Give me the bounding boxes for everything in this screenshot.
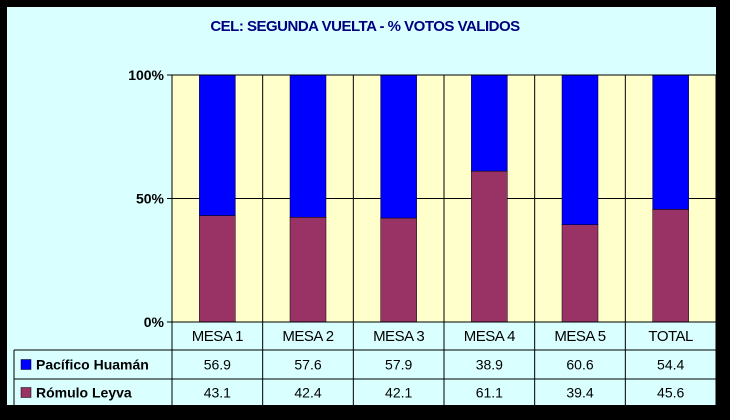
category-label: MESA 1 xyxy=(192,328,243,345)
category-label: MESA 4 xyxy=(464,328,515,345)
table-cell-value: 56.9 xyxy=(204,357,231,373)
chart-title: CEL: SEGUNDA VUELTA - % VOTOS VALIDOS xyxy=(210,18,520,35)
bar-pacifico-huaman-3 xyxy=(380,74,417,219)
table-cell-value: 57.9 xyxy=(385,357,412,373)
table-cell-value: 45.6 xyxy=(657,385,684,401)
category-label: MESA 5 xyxy=(554,328,605,345)
table-cell-value: 42.1 xyxy=(385,385,412,401)
table-cell-value: 60.6 xyxy=(566,357,593,373)
legend-label: Rómulo Leyva xyxy=(36,385,132,401)
bar-romulo-leyva-4 xyxy=(471,170,508,323)
bar-pacifico-huaman-5 xyxy=(561,74,599,225)
bar-romulo-leyva-6 xyxy=(652,209,689,323)
y-tick-label: 0% xyxy=(144,314,165,330)
bar-pacifico-huaman-1 xyxy=(199,74,236,216)
bar-romulo-leyva-3 xyxy=(380,217,417,323)
legend-label: Pacífico Huamán xyxy=(36,357,149,373)
table-cell-value: 43.1 xyxy=(204,385,231,401)
legend-key xyxy=(20,387,32,398)
bar-pacifico-huaman-2 xyxy=(289,74,327,218)
table-cell-value: 54.4 xyxy=(657,357,684,373)
category-label: MESA 2 xyxy=(282,328,333,345)
legend-key xyxy=(20,359,32,370)
bar-pacifico-huaman-4 xyxy=(471,74,508,172)
table-cell-value: 42.4 xyxy=(294,385,321,401)
category-label: MESA 3 xyxy=(373,328,424,345)
bar-pacifico-huaman-6 xyxy=(652,74,689,210)
y-tick-label: 100% xyxy=(128,67,164,83)
bar-romulo-leyva-5 xyxy=(561,224,599,323)
y-tick-label: 50% xyxy=(136,191,165,207)
category-label: TOTAL xyxy=(648,328,693,345)
bar-romulo-leyva-1 xyxy=(199,215,236,323)
table-cell-value: 38.9 xyxy=(476,357,503,373)
table-cell-value: 57.6 xyxy=(294,357,321,373)
table-cell-value: 39.4 xyxy=(566,385,593,401)
table-cell-value: 61.1 xyxy=(476,385,503,401)
bar-romulo-leyva-2 xyxy=(289,217,327,323)
